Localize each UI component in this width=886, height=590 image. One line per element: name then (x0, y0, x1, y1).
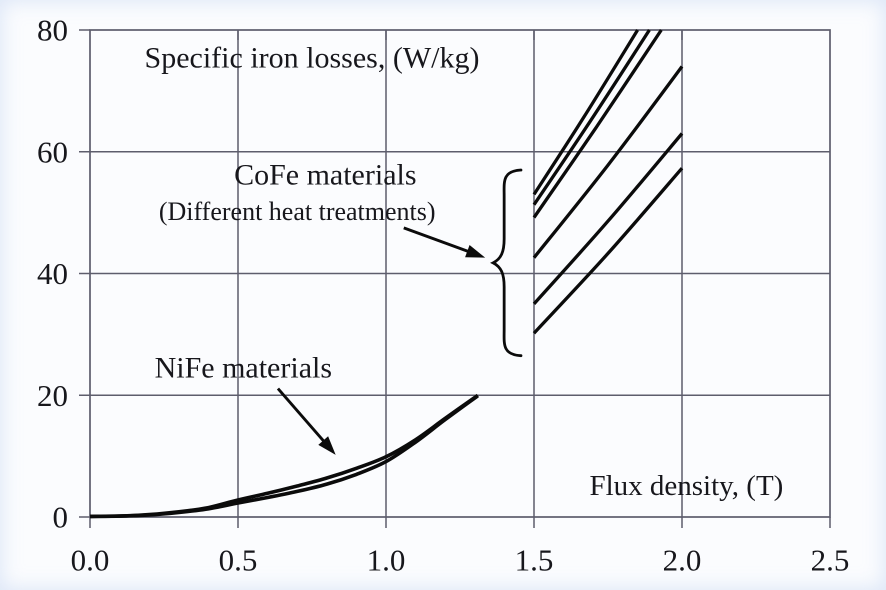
nife-arrow-head (318, 436, 336, 455)
curve-cofe-8 (532, 167, 684, 335)
cofe-materials-label: CoFe materials (234, 158, 416, 191)
x-tick-label-0.0: 0.0 (71, 543, 110, 578)
curve-cofe-5 (532, 29, 663, 219)
y-tick-label-80: 80 (37, 13, 68, 48)
gridlines (90, 30, 830, 517)
chart-title: Specific iron losses, (W/kg) (145, 42, 480, 75)
y-tick-label-40: 40 (37, 256, 68, 291)
x-tick-label-2.5: 2.5 (811, 543, 850, 578)
curve-nife-1 (89, 393, 479, 519)
curve-nife-2 (89, 394, 479, 519)
x-tick-label-0.5: 0.5 (219, 543, 258, 578)
cofe-brace (490, 168, 523, 358)
cofe-arrow-head (465, 245, 486, 258)
y-tick-label-60: 60 (37, 134, 68, 169)
x-tick-label-2.0: 2.0 (663, 543, 702, 578)
curve-cofe-6 (532, 65, 684, 259)
curve-cofe-4 (532, 29, 651, 206)
x-tick-labels: 0.0 0.5 1.0 1.5 2.0 2.5 (71, 543, 850, 578)
y-tick-label-20: 20 (37, 378, 68, 413)
y-tick-labels: 0 20 40 60 80 (37, 13, 68, 535)
x-tick-label-1.5: 1.5 (515, 543, 554, 578)
x-tick-label-1.0: 1.0 (367, 543, 406, 578)
cofe-heat-treatments-sublabel: (Different heat treatments) (159, 197, 436, 226)
curve-cofe-7 (532, 132, 684, 305)
axis-ticks (79, 29, 831, 528)
curve-cofe-3 (532, 29, 640, 196)
x-axis-label: Flux density, (T) (589, 470, 783, 502)
curly-brace (490, 168, 523, 358)
cofe-arrow-shaft (403, 226, 471, 254)
nife-arrow-shaft (276, 387, 327, 444)
nife-materials-label: NiFe materials (155, 351, 332, 384)
y-tick-label-0: 0 (53, 500, 69, 535)
data-curves (89, 29, 684, 519)
annotation-arrows (276, 226, 486, 455)
